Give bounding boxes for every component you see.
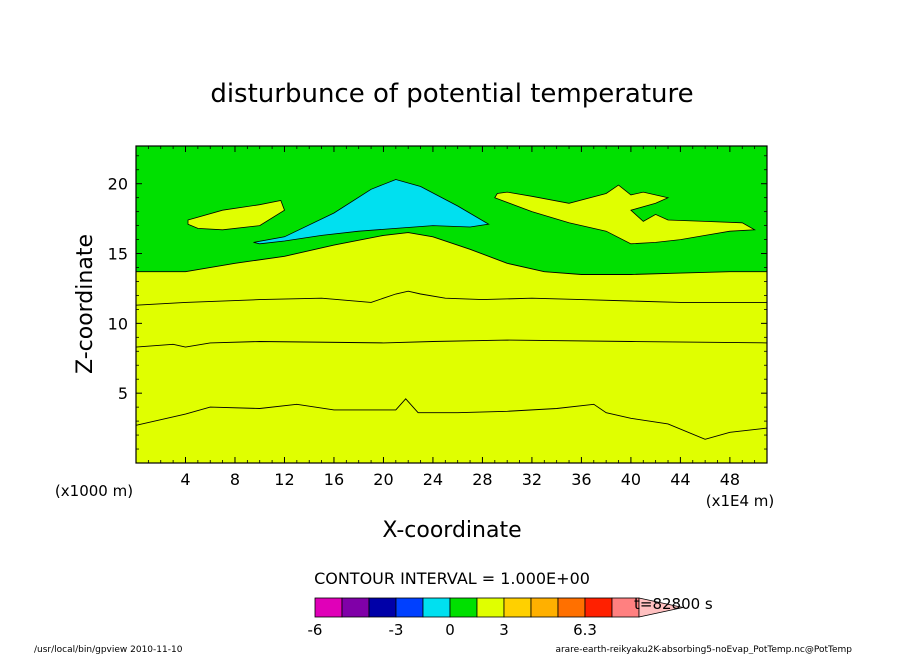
x-tick-label: 20	[373, 470, 393, 489]
colorbar-tick-label: 6.3	[573, 621, 597, 639]
contour-interval-label: CONTOUR INTERVAL = 1.000E+00	[314, 569, 590, 588]
x-tick-label: 24	[423, 470, 443, 489]
contour-line-1	[136, 339, 767, 348]
contour-region-1	[253, 179, 490, 245]
colorbar-tick-label: 0	[445, 621, 455, 639]
colorbar-tick-label: -3	[389, 621, 404, 639]
colorbar-swatch	[422, 597, 451, 618]
y-tick-label: 15	[108, 245, 128, 264]
colorbar-tick-label: -6	[308, 621, 323, 639]
y-tick-label: 5	[118, 384, 128, 403]
colorbar-swatch	[584, 597, 613, 618]
y-axis-label: Z-coordinate	[73, 234, 98, 374]
x-axis-label: X-coordinate	[382, 518, 521, 543]
x-tick-label: 36	[571, 470, 591, 489]
colorbar-swatch	[341, 597, 370, 618]
x-tick-label: 8	[230, 470, 240, 489]
contour-line-3	[136, 232, 767, 275]
contour-field	[136, 146, 767, 463]
x-tick-label: 12	[274, 470, 294, 489]
footer-right: arare-earth-reikyaku2K-absorbing5-noEvap…	[555, 645, 852, 654]
colorbar-swatch	[530, 597, 559, 618]
y-tick-label: 20	[108, 175, 128, 194]
colorbar-swatch	[395, 597, 424, 618]
colorbar: -6 -3 0 3 6.3	[308, 597, 684, 639]
colorbar-swatch	[449, 597, 478, 618]
x-tick-label: 4	[180, 470, 190, 489]
contour-line-0	[136, 398, 767, 440]
x-tick-label: 32	[522, 470, 542, 489]
colorbar-swatch	[314, 597, 343, 618]
contour-band-3	[136, 232, 767, 463]
x-axis: 4 8 12 16 20 24 28 32 36 40 44 48	[147, 146, 756, 489]
x-tick-label: 16	[324, 470, 344, 489]
x-tick-label: 48	[720, 470, 740, 489]
chart-title: disturbunce of potential temperature	[210, 79, 693, 109]
y-tick-label: 10	[108, 314, 128, 333]
y-axis: 5 10 15 20	[108, 155, 767, 450]
colorbar-arrow	[638, 597, 684, 618]
x-unit-left: (x1000 m)	[55, 482, 133, 500]
x-tick-label: 40	[621, 470, 641, 489]
x-tick-label: 28	[472, 470, 492, 489]
colorbar-swatch	[368, 597, 397, 618]
colorbar-tick-label: 3	[499, 621, 509, 639]
contour-region-0	[187, 200, 285, 231]
time-label: t=82800 s	[634, 595, 713, 613]
contour-region-2	[494, 184, 756, 245]
plot-frame	[135, 145, 768, 464]
contour-line-2	[136, 290, 767, 306]
colorbar-swatch	[503, 597, 532, 618]
colorbar-swatch	[476, 597, 505, 618]
x-tick-label: 44	[670, 470, 690, 489]
footer-left: /usr/local/bin/gpview 2010-11-10	[34, 645, 183, 654]
colorbar-swatch	[557, 597, 586, 618]
x-unit-right: (x1E4 m)	[706, 492, 775, 510]
